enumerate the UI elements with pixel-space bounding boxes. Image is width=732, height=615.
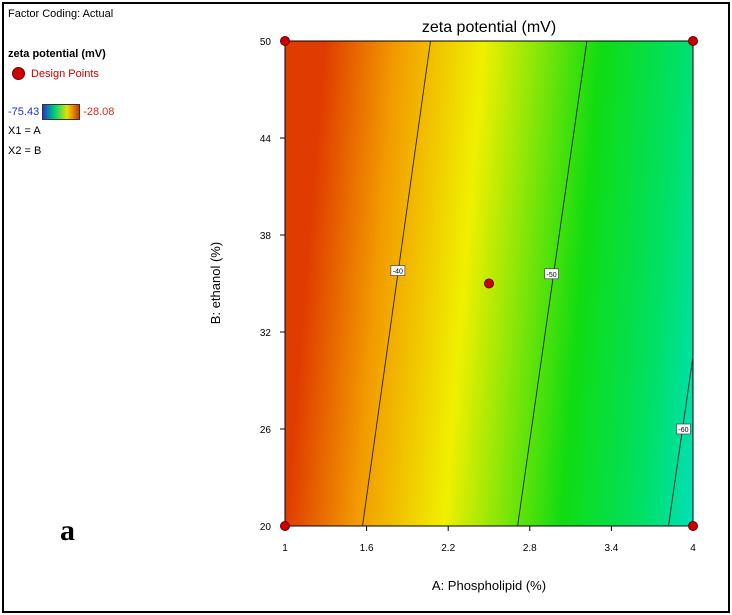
design-point	[688, 36, 698, 46]
scale-max: -28.08	[83, 106, 115, 118]
contour-label-box	[544, 268, 559, 280]
x-tick-label: 1.6	[360, 543, 374, 554]
scale-min: -75.43	[8, 106, 40, 118]
x1-mapping: X1 = A	[8, 125, 41, 137]
plot-border	[284, 40, 694, 527]
panel-label: a	[60, 514, 75, 547]
contour-label-box	[390, 265, 406, 276]
contour-label: -50	[546, 272, 556, 279]
x-tick-label: 1	[282, 543, 288, 554]
y-tick-label: 26	[260, 425, 272, 436]
design-point	[280, 36, 290, 46]
design-point	[484, 278, 494, 289]
design-point	[280, 521, 290, 531]
factor-coding-label: Factor Coding: Actual	[8, 8, 114, 20]
contour-label: -40	[393, 269, 403, 276]
y-tick-label: 50	[260, 37, 272, 48]
y-axis-label: B: ethanol (%)	[208, 242, 223, 324]
x-tick-label: 3.4	[604, 543, 618, 554]
contour-label: -60	[678, 427, 688, 434]
x-axis-label: A: Phospholipid (%)	[432, 578, 546, 593]
x-tick-label: 4	[690, 543, 696, 554]
y-tick-label: 38	[260, 231, 272, 242]
color-scale-bar	[42, 104, 81, 120]
x-tick-label: 2.2	[441, 543, 455, 554]
contour-line	[362, 40, 431, 527]
y-tick-label: 44	[260, 134, 272, 145]
design-point	[688, 521, 698, 531]
response-name: zeta potential (mV)	[8, 48, 106, 60]
contour-label-box	[676, 423, 691, 435]
contour-line	[668, 356, 694, 527]
design-points-legend: Design Points	[12, 67, 99, 80]
y-tick-label: 32	[260, 328, 272, 339]
design-point-icon	[12, 67, 25, 80]
design-points-label: Design Points	[31, 67, 99, 80]
chart-title: zeta potential (mV)	[422, 19, 556, 36]
contour-line	[517, 40, 588, 527]
y-tick-label: 20	[260, 522, 272, 533]
x-tick-label: 2.8	[523, 543, 537, 554]
color-scale: -75.43 -28.08	[8, 104, 114, 120]
x2-mapping: X2 = B	[8, 145, 42, 157]
